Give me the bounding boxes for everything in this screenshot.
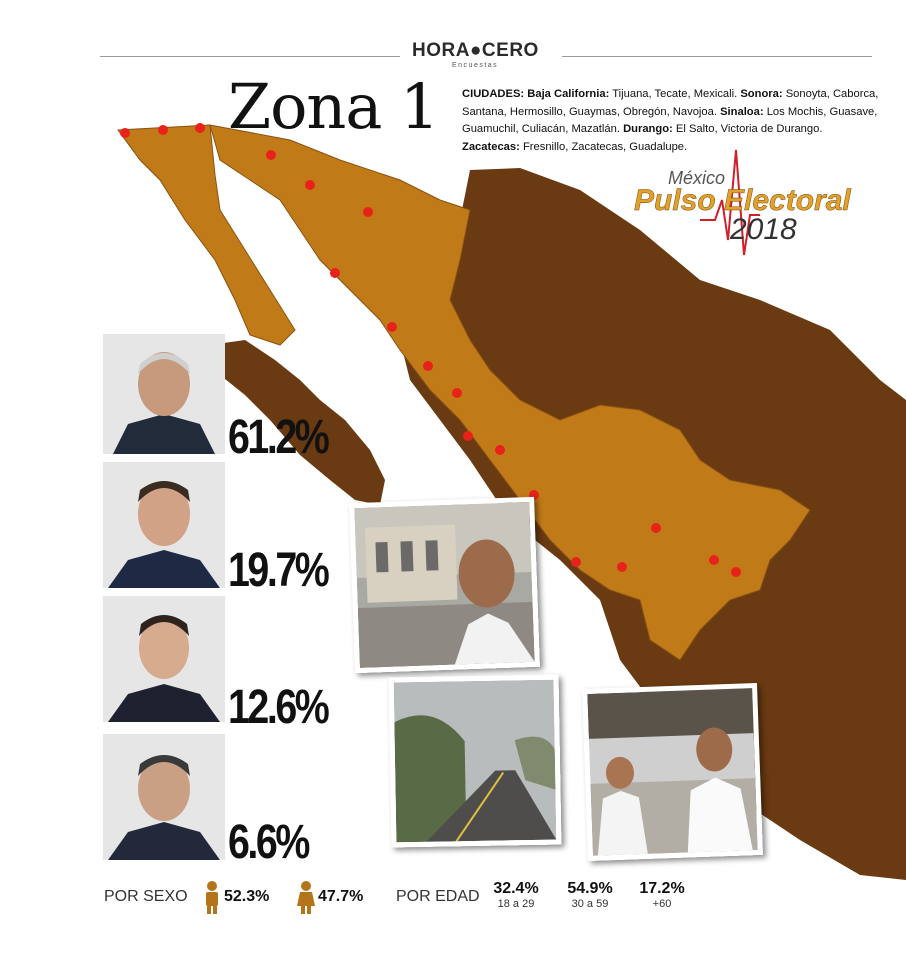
person-icon <box>103 462 225 588</box>
header-rule-left <box>100 56 400 57</box>
candidate-photo-4 <box>103 734 225 860</box>
by-age-label: POR EDAD <box>396 888 480 905</box>
city-dot <box>387 322 397 332</box>
city-dot <box>452 388 462 398</box>
age-group-2: 54.9% 30 a 59 <box>558 880 622 910</box>
brand-line2: Pulso Electoral <box>634 184 851 218</box>
city-dot <box>363 207 373 217</box>
zone-title: Zona 1 <box>228 70 439 143</box>
male-icon <box>206 881 218 914</box>
male-percent: 52.3% <box>224 888 270 905</box>
people-photo-icon <box>587 688 758 856</box>
event-photo-1 <box>349 496 540 674</box>
state-name: Sonora: <box>740 88 783 100</box>
map-baja-sur <box>210 340 385 505</box>
city-list: Sonoyta, Caborca, Santana, Hermosillo, G… <box>462 88 879 118</box>
road-photo-icon <box>393 679 557 843</box>
state-name: Baja California: <box>527 88 610 100</box>
event-photo-3 <box>582 682 763 862</box>
city-dot <box>120 128 130 138</box>
logo-subtitle: Encuestas <box>452 62 499 69</box>
person-icon <box>103 334 225 454</box>
city-dot <box>330 268 340 278</box>
age-group-value: 54.9% <box>567 880 613 897</box>
city-dot <box>731 567 741 577</box>
city-dot <box>266 150 276 160</box>
city-dot <box>463 431 473 441</box>
candidate-1-percent: 61.2% <box>228 411 330 464</box>
candidate-photo-1 <box>103 334 225 454</box>
by-sex-label: POR SEXO <box>104 888 188 905</box>
city-list: El Salto, Victoria de Durango. <box>675 123 823 136</box>
city-dot <box>617 562 627 572</box>
logo-text: HORA●CERO <box>412 40 539 61</box>
state-name: Durango: <box>623 123 673 136</box>
city-dot <box>158 125 168 135</box>
city-dot <box>423 361 433 371</box>
event-photo-2 <box>388 674 562 848</box>
city-dot <box>195 123 205 133</box>
city-dots <box>120 123 741 577</box>
cities-label: CIUDADES: <box>462 88 525 100</box>
candidate-3-percent: 12.6% <box>228 681 330 734</box>
person-icon <box>103 734 225 860</box>
age-group-range: 18 a 29 <box>497 898 535 910</box>
age-group-value: 17.2% <box>639 880 685 897</box>
age-group-1: 32.4% 18 a 29 <box>484 880 548 910</box>
candidate-2-percent: 19.7% <box>228 544 330 597</box>
female-icon <box>297 881 315 914</box>
state-name: Zacatecas: <box>462 140 520 153</box>
state-name: Sinaloa: <box>720 105 764 118</box>
candidate-photo-3 <box>103 596 225 722</box>
person-icon <box>103 596 225 722</box>
ecg-line-icon <box>700 149 760 256</box>
age-group-range: 30 a 59 <box>571 898 609 910</box>
city-dot <box>571 557 581 567</box>
city-dot <box>529 490 539 500</box>
brand-line3: 2018 <box>730 213 797 246</box>
city-dot <box>305 180 315 190</box>
female-percent: 47.7% <box>318 888 364 905</box>
city-list: Los Mochis, Guasave, Guamuchil, Culiacán… <box>462 105 878 136</box>
city-dot <box>495 445 505 455</box>
cities-block: CIUDADES: Baja California: Tijuana, Teca… <box>462 86 882 156</box>
header-rule-right <box>562 56 872 57</box>
age-group-3: 17.2% +60 <box>630 880 694 910</box>
brand-line1: México <box>668 168 726 188</box>
city-list: Fresnillo, Zacatecas, Guadalupe. <box>522 140 688 153</box>
map-baja-california <box>117 124 296 346</box>
age-group-range: +60 <box>652 898 672 910</box>
candidate-4-percent: 6.6% <box>228 816 310 869</box>
age-group-value: 32.4% <box>493 880 539 897</box>
city-dot <box>651 523 661 533</box>
city-dot <box>709 555 719 565</box>
building-photo-icon <box>354 501 535 669</box>
city-list: Tijuana, Tecate, Mexicali. <box>612 88 738 100</box>
candidate-photo-2 <box>103 462 225 588</box>
